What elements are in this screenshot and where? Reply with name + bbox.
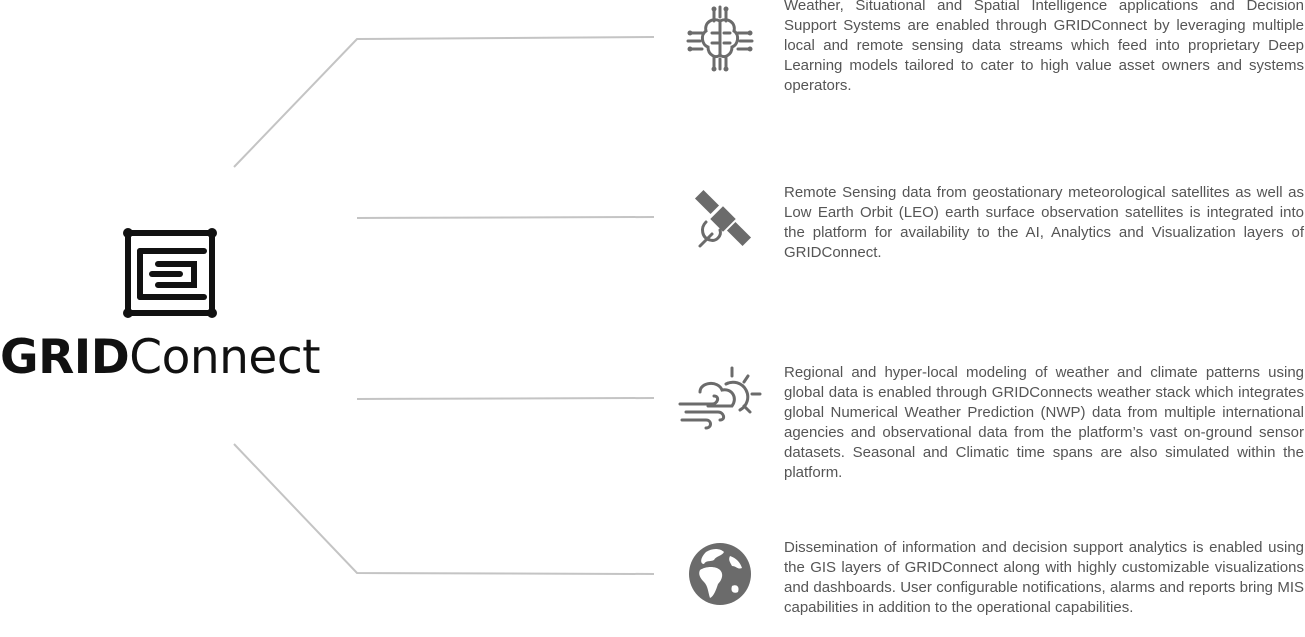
globe-icon (689, 543, 751, 605)
feature-ai-description: Weather, Situational and Spatial Intelli… (784, 0, 1304, 94)
gridconnect-logo-icon (123, 228, 217, 318)
brand-wordmark: GRIDConnect (0, 330, 345, 386)
connector-line-3 (356, 397, 655, 400)
brand-name-bold: GRID (0, 330, 130, 385)
feature-weather-description: Regional and hyper-local modeling of wea… (784, 364, 1304, 481)
ai-brain-circuit-icon (686, 5, 754, 72)
connector-line-1 (233, 36, 655, 168)
satellite-icon (694, 189, 752, 248)
feature-satellite-description: Remote Sensing data from geostationary m… (784, 184, 1304, 261)
connector-line-2 (356, 216, 655, 219)
brand-name-light: Connect (129, 330, 321, 385)
weather-cloud-sun-wind-icon (678, 366, 762, 430)
feature-gis-description: Dissemination of information and decisio… (784, 539, 1304, 616)
connector-line-4 (233, 443, 655, 575)
